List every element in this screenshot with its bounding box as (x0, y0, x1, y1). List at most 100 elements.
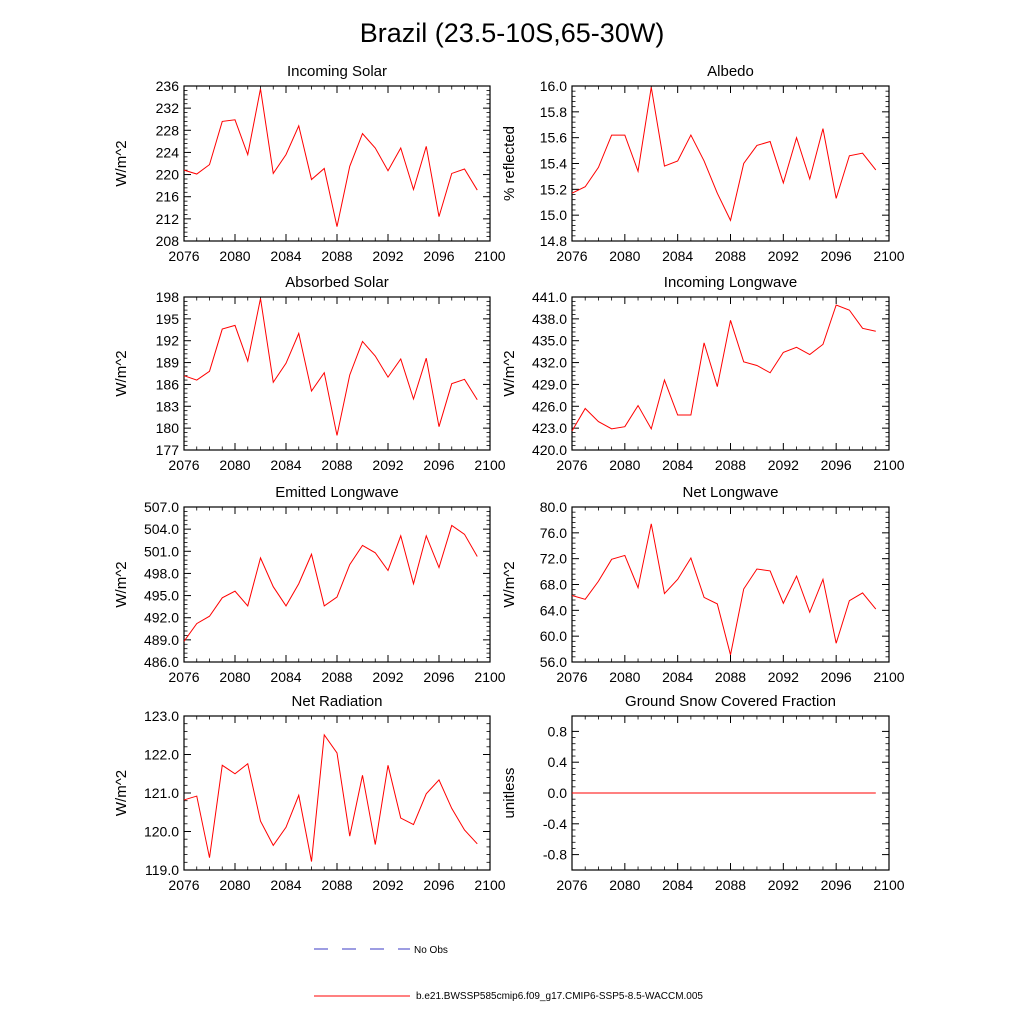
y-tick-label: 232 (156, 100, 180, 116)
series-line (183, 524, 478, 642)
y-tick-label: 486.0 (144, 654, 179, 670)
plot-frame (571, 506, 890, 663)
x-tick-label: 2092 (372, 248, 403, 264)
legend-label-no-obs: No Obs (414, 945, 448, 956)
x-tick-label: 2088 (715, 669, 746, 685)
y-tick-label: -0.4 (543, 816, 567, 832)
panel-title: Incoming Longwave (664, 274, 797, 291)
series-line (183, 733, 478, 862)
y-axis-label: W/m^2 (501, 561, 518, 607)
y-tick-label: 426.0 (532, 398, 567, 414)
x-tick-label: 2096 (423, 877, 454, 893)
panel-8: Ground Snow Covered Fraction unitless 2076… (501, 693, 905, 893)
x-tick-label: 2076 (168, 248, 199, 264)
panel-2: Albedo % reflected 2076 2080 2084 2088 2092 209… (501, 63, 905, 264)
panel-6: Net Longwave W/m^2 2076 2080 2084 2088 2092 209… (501, 484, 905, 685)
x-tick-label: 2084 (662, 669, 693, 685)
panel-7: Net Radiation W/m^2 2076 2080 2084 2088 2092 20… (113, 693, 506, 893)
x-tick-label: 2096 (821, 457, 852, 473)
x-tick-label: 2080 (219, 669, 250, 685)
x-tick-label: 2096 (423, 248, 454, 264)
x-tick-label: 2080 (219, 877, 250, 893)
y-tick-label: 120.0 (144, 824, 179, 840)
y-tick-label: 177 (156, 442, 180, 458)
y-tick-label: 489.0 (144, 632, 179, 648)
x-tick-label: 2080 (609, 877, 640, 893)
y-tick-label: 501.0 (144, 543, 179, 559)
x-tick-label: 2088 (715, 248, 746, 264)
y-tick-label: 14.8 (540, 233, 567, 249)
x-tick-label: 2100 (873, 248, 904, 264)
y-tick-label: 60.0 (540, 628, 567, 644)
panel-title: Albedo (707, 63, 754, 80)
x-tick-label: 2092 (768, 457, 799, 473)
x-tick-label: 2080 (609, 248, 640, 264)
y-tick-label: 0.8 (548, 723, 568, 739)
x-tick-label: 2076 (556, 877, 587, 893)
x-tick-label: 2100 (474, 877, 505, 893)
panel-5: Emitted Longwave W/m^2 2076 2080 2084 2088 209… (113, 484, 506, 685)
series-line (183, 88, 478, 227)
x-tick-label: 2100 (873, 457, 904, 473)
y-tick-label: -0.8 (543, 847, 567, 863)
series-line (571, 87, 877, 222)
y-tick-label: 15.2 (540, 181, 567, 197)
x-tick-label: 2100 (873, 877, 904, 893)
y-tick-label: 441.0 (532, 289, 567, 305)
y-axis-label: unitless (501, 768, 518, 819)
x-tick-label: 2100 (474, 248, 505, 264)
y-tick-label: 68.0 (540, 577, 567, 593)
panels: Incoming Solar W/m^2 2076 2080 2084 2088 2092 2… (113, 63, 905, 893)
x-tick-label: 2084 (270, 669, 301, 685)
panel-title: Ground Snow Covered Fraction (625, 693, 836, 710)
x-tick-label: 2100 (474, 669, 505, 685)
y-tick-label: 16.0 (540, 78, 567, 94)
panel-3: Absorbed Solar W/m^2 2076 2080 2084 2088 2092 2… (113, 274, 506, 473)
x-tick-label: 2084 (270, 457, 301, 473)
x-tick-label: 2076 (168, 457, 199, 473)
panel-title: Net Radiation (292, 693, 383, 710)
y-tick-label: 189 (156, 355, 180, 371)
plot-frame (183, 506, 491, 663)
panel-title: Incoming Solar (287, 63, 387, 80)
y-tick-label: 15.0 (540, 207, 567, 223)
y-tick-label: 15.4 (540, 156, 567, 172)
x-tick-label: 2076 (556, 669, 587, 685)
panel-title: Absorbed Solar (285, 274, 388, 291)
y-tick-label: 228 (156, 122, 180, 138)
panel-1: Incoming Solar W/m^2 2076 2080 2084 2088 2092 2… (113, 63, 506, 264)
x-tick-label: 2084 (270, 248, 301, 264)
y-tick-label: 495.0 (144, 588, 179, 604)
x-tick-label: 2096 (821, 248, 852, 264)
y-tick-label: 423.0 (532, 420, 567, 436)
y-tick-label: 64.0 (540, 602, 567, 618)
x-tick-label: 2088 (321, 457, 352, 473)
y-tick-label: 224 (156, 144, 180, 160)
y-tick-label: 492.0 (144, 610, 179, 626)
series-line (183, 298, 478, 436)
y-tick-label: 435.0 (532, 333, 567, 349)
x-tick-label: 2092 (768, 877, 799, 893)
panel-title: Net Longwave (683, 484, 779, 501)
x-tick-label: 2096 (821, 669, 852, 685)
y-tick-label: 236 (156, 78, 180, 94)
y-tick-label: 186 (156, 376, 180, 392)
x-tick-label: 2084 (662, 457, 693, 473)
x-tick-label: 2076 (556, 457, 587, 473)
x-tick-label: 2092 (372, 669, 403, 685)
y-axis-label: W/m^2 (113, 350, 130, 396)
y-tick-label: 198 (156, 289, 180, 305)
x-tick-label: 2088 (321, 669, 352, 685)
x-tick-label: 2100 (873, 669, 904, 685)
x-tick-label: 2084 (662, 877, 693, 893)
x-tick-label: 2096 (423, 669, 454, 685)
x-tick-label: 2076 (556, 248, 587, 264)
x-tick-label: 2096 (423, 457, 454, 473)
x-tick-label: 2076 (168, 877, 199, 893)
x-tick-label: 2080 (219, 457, 250, 473)
x-tick-label: 2080 (219, 248, 250, 264)
x-tick-label: 2088 (321, 248, 352, 264)
y-tick-label: 507.0 (144, 499, 179, 515)
legend: No Obs b.e21.BWSSP585cmip6.f09_g17.CMIP6-… (314, 945, 703, 1002)
